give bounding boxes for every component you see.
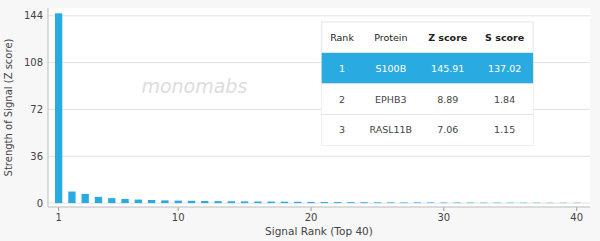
bar xyxy=(480,202,487,203)
bar xyxy=(520,202,527,203)
table-cell: 1.15 xyxy=(494,124,515,135)
table-cell: 2 xyxy=(339,94,345,105)
table-cell: 145.91 xyxy=(431,63,464,74)
table-separator xyxy=(322,83,533,84)
x-tick-label: 30 xyxy=(438,212,451,223)
table-cell: 8.89 xyxy=(437,94,458,105)
bar xyxy=(560,202,567,203)
x-tick-label: 10 xyxy=(172,212,185,223)
grid-line xyxy=(48,156,590,157)
table-cell: 1 xyxy=(339,63,345,74)
table-cell: RASL11B xyxy=(369,124,412,135)
table-header: Z score xyxy=(428,32,467,43)
bars xyxy=(55,13,580,203)
table-cell: S100B xyxy=(375,63,406,74)
y-axis-label: Strength of Signal (Z score) xyxy=(3,38,14,176)
bar xyxy=(347,202,354,204)
y-tick-label: 36 xyxy=(30,151,43,162)
x-tick xyxy=(311,207,312,211)
table-cell: 1.84 xyxy=(494,94,515,105)
bar xyxy=(361,202,368,204)
bar xyxy=(533,202,540,203)
y-tick-label: 108 xyxy=(24,57,43,68)
x-tick xyxy=(576,207,577,211)
x-tick-label: 40 xyxy=(570,212,583,223)
x-tick xyxy=(178,207,179,211)
bar xyxy=(121,199,128,203)
bar xyxy=(294,202,301,203)
bar xyxy=(268,202,275,203)
bar xyxy=(148,200,155,203)
table-row xyxy=(322,53,533,84)
bar xyxy=(493,202,500,203)
table-cell: EPHB3 xyxy=(375,94,406,105)
y-tick-label: 144 xyxy=(24,10,43,21)
bar xyxy=(454,202,461,204)
y-tick-label: 72 xyxy=(30,104,43,115)
grid-line xyxy=(48,203,590,204)
bar xyxy=(387,202,394,204)
x-tick xyxy=(58,207,59,211)
bar xyxy=(414,202,421,204)
bar xyxy=(307,202,314,203)
bar xyxy=(546,202,553,203)
bar xyxy=(188,201,195,203)
bar xyxy=(321,202,328,203)
bar xyxy=(281,202,288,203)
bar xyxy=(573,202,580,203)
table-separator xyxy=(322,114,533,115)
bar xyxy=(427,202,434,204)
bar xyxy=(95,197,102,203)
table-cell: 7.06 xyxy=(437,124,458,135)
watermark: monomabs xyxy=(141,75,247,97)
chart: 0 36 72 108 144 1 10 20 30 40 monomabs Signal Rank … xyxy=(0,0,600,241)
bar xyxy=(241,201,248,203)
bar xyxy=(161,200,168,203)
bar xyxy=(254,202,261,204)
bar xyxy=(334,202,341,204)
bar xyxy=(374,202,381,204)
plot-background xyxy=(48,8,590,207)
x-tick-label: 20 xyxy=(305,212,318,223)
table-header: S score xyxy=(485,32,524,43)
y-axis-line xyxy=(48,8,49,207)
bar xyxy=(55,13,62,203)
table-cell: 3 xyxy=(339,124,345,135)
bar xyxy=(228,201,235,203)
x-tick-label: 1 xyxy=(55,212,61,223)
bar xyxy=(440,202,447,204)
bar xyxy=(507,202,514,203)
x-axis-label: Signal Rank (Top 40) xyxy=(265,225,373,237)
y-tick-label: 0 xyxy=(37,198,43,209)
table-background xyxy=(322,22,533,145)
x-tick xyxy=(443,207,444,211)
table-row xyxy=(322,84,533,115)
table-cell: 137.02 xyxy=(488,63,521,74)
bar xyxy=(467,202,474,203)
bar xyxy=(68,192,75,204)
bar xyxy=(135,200,142,204)
table-header: Protein xyxy=(374,32,407,43)
bar xyxy=(82,194,89,203)
bar xyxy=(214,201,221,203)
bar xyxy=(400,202,407,204)
bar xyxy=(175,201,182,203)
x-axis-line xyxy=(48,207,590,208)
table-header: Rank xyxy=(330,32,354,43)
table-row xyxy=(322,114,533,145)
bar xyxy=(201,201,208,203)
grid-line xyxy=(48,15,590,16)
bar xyxy=(108,198,115,203)
